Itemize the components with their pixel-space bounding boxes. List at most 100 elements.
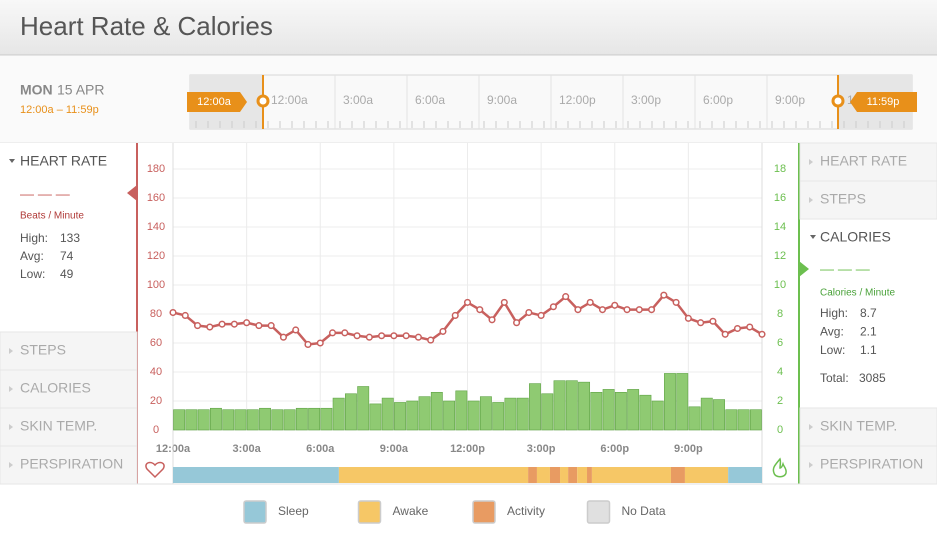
collapse-arrow [9, 348, 13, 354]
panel-row-label: CALORIES [20, 380, 91, 396]
heart-rate-point [709, 317, 717, 325]
heart-rate-point [255, 322, 263, 330]
heart-rate-point [378, 332, 386, 340]
collapse-arrow [9, 424, 13, 430]
y-tick-label: 140 [147, 221, 165, 233]
calorie-bar [516, 397, 529, 431]
heart-rate-point [476, 306, 484, 314]
calorie-bar [676, 373, 689, 431]
stat-value: 1.1 [860, 343, 877, 357]
heart-rate-point [341, 329, 349, 337]
heart-rate-point [427, 336, 435, 344]
panel-row[interactable] [0, 407, 138, 447]
timeline-label: 3:00p [631, 93, 661, 107]
y-tick-label: 160 [147, 192, 165, 204]
calorie-bar [357, 386, 370, 431]
page-title: Heart Rate & Calories [20, 11, 273, 41]
date: 15 APR [57, 82, 104, 98]
x-tick-label: 9:00p [674, 443, 703, 455]
stat-value: 74 [60, 249, 74, 263]
heart-rate-point [316, 339, 324, 347]
calorie-bar [627, 389, 640, 431]
timeline-handle[interactable] [831, 94, 845, 108]
heart-rate-point [598, 306, 607, 314]
heart-rate-point [328, 329, 337, 337]
panel-row[interactable] [0, 445, 138, 485]
calorie-bar [234, 409, 247, 431]
calorie-bar [308, 407, 321, 431]
calorie-bar [553, 380, 566, 431]
calorie-bar [246, 409, 259, 431]
y2-tick-label: 6 [777, 337, 783, 349]
activity-segment [728, 467, 762, 483]
panel-row-label: HEART RATE [820, 153, 907, 169]
calorie-bar [320, 407, 333, 431]
calorie-bar [467, 400, 480, 431]
stat-label: High: [820, 306, 848, 320]
calorie-bar [283, 409, 296, 431]
y2-tick-label: 0 [777, 424, 783, 436]
heart-rate-point [193, 322, 202, 330]
timeline[interactable]: 12:00a 3:00a 6:00a 9:00a 12:00p 3:00p 6:00p 9:0… [187, 74, 917, 130]
calorie-bar [639, 394, 652, 431]
stat-label: Low: [820, 343, 845, 357]
calorie-bar [455, 390, 468, 431]
y-tick-label: 120 [147, 250, 165, 262]
panel-row[interactable] [0, 331, 138, 371]
heart-rate-point [746, 323, 754, 331]
stat-label: Avg: [20, 249, 44, 263]
panel-row[interactable] [799, 180, 937, 220]
stat-label: High: [20, 231, 48, 245]
heart-rate-point [292, 326, 300, 334]
collapse-arrow [9, 386, 13, 392]
activity-segment [338, 467, 529, 483]
heart-rate-point [611, 301, 619, 309]
stat-value: 49 [60, 267, 74, 281]
expand-arrow [810, 235, 816, 239]
collapse-arrow [809, 197, 813, 203]
x-tick-label: 12:00p [450, 443, 485, 455]
panel-row[interactable] [799, 142, 937, 182]
panel-row[interactable] [0, 369, 138, 409]
heart-rate-point [574, 306, 582, 314]
timeline-handle-label-bg [850, 92, 917, 112]
legend-swatch [357, 500, 382, 524]
legend-swatch [586, 500, 611, 524]
x-tick-label: 6:00p [600, 443, 629, 455]
heart-rate-point [488, 316, 496, 324]
panel-title[interactable]: CALORIES [820, 229, 891, 245]
calorie-bar [381, 397, 394, 431]
heart-rate-point [218, 320, 226, 328]
flame-icon [772, 457, 787, 478]
activity-segment [577, 467, 588, 483]
cal-pointer [799, 261, 809, 277]
y2-tick-label: 16 [774, 192, 786, 204]
activity-segment [670, 467, 685, 483]
panel-row[interactable] [799, 445, 937, 485]
x-tick-label: 6:00a [306, 443, 335, 455]
activity-segment [591, 467, 671, 483]
calorie-bar [418, 396, 431, 431]
calorie-bar [492, 402, 505, 431]
calorie-bar [479, 396, 492, 431]
timeline-handle-label: 11:59p [867, 96, 900, 108]
heart-rate-point [414, 333, 422, 341]
collapse-arrow [809, 462, 813, 468]
heart-rate-point [390, 332, 398, 340]
y-tick-label: 40 [150, 366, 162, 378]
panel-row-label: STEPS [820, 191, 866, 207]
heart-rate-point [439, 327, 447, 335]
panel-row-label: SKIN TEMP. [20, 418, 97, 434]
heart-rate-point [758, 330, 766, 338]
y-tick-label: 20 [150, 395, 162, 407]
y-tick-label: 60 [150, 337, 162, 349]
plot-group: 0 20 40 60 80 100 120 140 160 180 0 2 4 6 8 10 12 14 16 18 1… [147, 143, 786, 484]
panel-title[interactable]: HEART RATE [20, 153, 107, 169]
calorie-bar [590, 391, 603, 431]
collapse-arrow [9, 462, 13, 468]
calorie-bar [369, 403, 382, 431]
timeline-handle[interactable] [256, 94, 270, 108]
calorie-bar [443, 400, 456, 431]
calorie-bar [173, 409, 186, 431]
calorie-bar [210, 407, 222, 431]
